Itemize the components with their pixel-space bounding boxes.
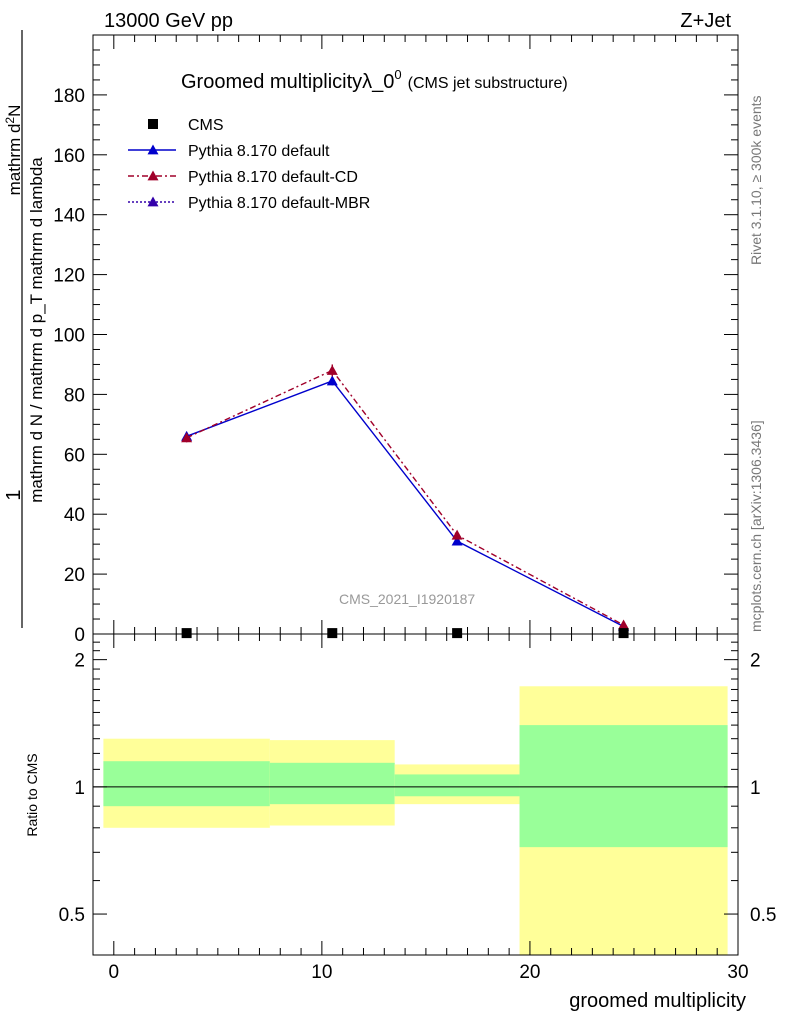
mcplots-label: mcplots.cern.ch [arXiv:1306.3436] xyxy=(748,420,764,632)
cms-data-point xyxy=(452,628,463,639)
series-marker-1 xyxy=(326,364,338,375)
x-tick-label: 20 xyxy=(519,962,540,983)
y-tick-label: 120 xyxy=(53,266,85,287)
series-line-0 xyxy=(186,380,624,628)
ratio-tick-label: 0.5 xyxy=(59,905,85,926)
ratio-y-label: Ratio to CMS xyxy=(24,753,40,836)
y-axis-label-denominator: mathrm d N / mathrm d p_T mathrm d lambd… xyxy=(27,157,46,503)
legend-marker-2 xyxy=(147,196,159,207)
ratio-tick-label-right: 1 xyxy=(750,778,761,799)
y-tick-label: 40 xyxy=(64,505,85,526)
plot-title-main: Groomed multiplicityλ_0 xyxy=(181,71,394,93)
legend-label-2: Pythia 8.170 default-MBR xyxy=(188,195,370,212)
ratio-tick-label: 2 xyxy=(74,651,85,672)
y-tick-label-zero: 0 xyxy=(74,625,85,646)
ratio-plot: 0.5 0.5 1 1 2 2 Ratio to CMS xyxy=(24,633,776,956)
x-axis-label: groomed multiplicity xyxy=(569,990,746,1012)
ratio-green-band xyxy=(394,774,520,797)
plot-title-subtitle: (CMS jet substructure) xyxy=(408,75,568,92)
y-axis-label-top: mathrm d2N xyxy=(3,105,24,196)
legend-cms-marker xyxy=(148,119,158,129)
y-tick-label: 160 xyxy=(53,146,85,167)
y-tick-label: 60 xyxy=(64,445,85,466)
series-marker-1 xyxy=(181,432,193,443)
energy-label: 13000 GeV pp xyxy=(104,10,233,32)
ratio-tick-label-right: 2 xyxy=(750,651,761,672)
x-tick-label: 30 xyxy=(727,962,748,983)
y-tick-label: 80 xyxy=(64,385,85,406)
cms-data-point xyxy=(327,628,338,639)
plot-title-superscript: 0 xyxy=(394,67,401,82)
ratio-green-band xyxy=(103,761,270,807)
y-tick-label: 140 xyxy=(53,206,85,227)
y-tick-label: 20 xyxy=(64,565,85,586)
y-axis-label: 1 mathrm d N / mathrm d p_T mathrm d lam… xyxy=(3,30,46,628)
ratio-plot-frame xyxy=(92,633,739,956)
legend-cms-label: CMS xyxy=(188,117,224,134)
legend-label-1: Pythia 8.170 default-CD xyxy=(188,169,358,186)
ratio-tick-label: 1 xyxy=(74,778,85,799)
series-marker-1 xyxy=(618,619,630,630)
ratio-tick-label-right: 0.5 xyxy=(750,905,776,926)
series-marker-0 xyxy=(451,535,463,546)
ratio-green-band xyxy=(269,762,395,805)
rivet-label: Rivet 3.1.10, ≥ 300k events xyxy=(748,95,764,265)
ratio-green-band xyxy=(519,725,728,848)
series-marker-1 xyxy=(451,529,463,540)
x-tick-label: 0 xyxy=(109,962,120,983)
series-line-1 xyxy=(186,369,624,626)
legend-marker-1 xyxy=(147,170,159,181)
process-label: Z+Jet xyxy=(680,10,731,32)
x-tick-label: 10 xyxy=(311,962,332,983)
analysis-watermark: CMS_2021_I1920187 xyxy=(339,591,475,607)
series-marker-0 xyxy=(326,375,338,386)
y-tick-label: 180 xyxy=(53,86,85,107)
legend-marker-0 xyxy=(147,144,159,155)
cms-data-point xyxy=(618,628,629,639)
plot-title: Groomed multiplicityλ_00 (CMS jet substru… xyxy=(181,67,568,93)
main-plot: 20 40 60 80 100 120 140 160 180 0 Groomed multipl… xyxy=(53,34,739,646)
y-axis-label-numerator: 1 xyxy=(3,489,25,500)
cms-data-point xyxy=(181,628,192,639)
legend: CMS Pythia 8.170 default Pythia 8.170 defa… xyxy=(128,117,370,212)
legend-label-0: Pythia 8.170 default xyxy=(188,143,330,160)
y-tick-label: 100 xyxy=(53,326,85,347)
